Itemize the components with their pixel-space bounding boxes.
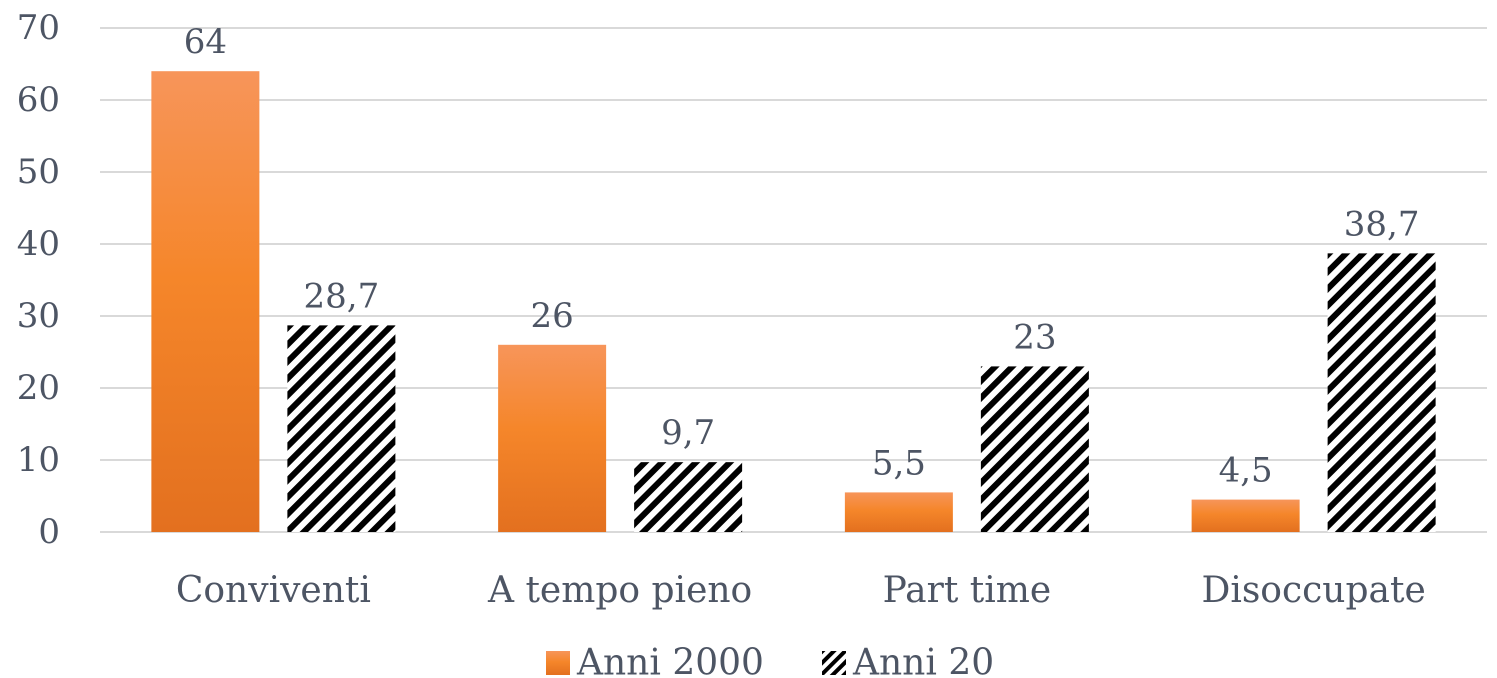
y-tick-label: 70 bbox=[17, 8, 60, 48]
y-tick-label: 60 bbox=[17, 80, 60, 120]
bar-anni-2000 bbox=[151, 71, 260, 532]
bar-anni-20 bbox=[1327, 253, 1436, 533]
data-label: 38,7 bbox=[1344, 204, 1420, 244]
x-category-label: Disoccupate bbox=[1201, 570, 1425, 611]
y-tick-label: 30 bbox=[17, 296, 60, 336]
bar-anni-20 bbox=[980, 366, 1089, 532]
y-tick-label: 40 bbox=[17, 224, 60, 264]
data-label: 28,7 bbox=[304, 276, 380, 316]
data-label: 4,5 bbox=[1219, 451, 1273, 491]
bar-anni-2000 bbox=[498, 344, 607, 532]
bars bbox=[151, 71, 1436, 533]
bar-anni-20 bbox=[287, 325, 396, 532]
bar-anni-20 bbox=[634, 462, 743, 532]
x-category-label: Part time bbox=[883, 570, 1052, 611]
data-label: 64 bbox=[184, 22, 227, 62]
data-label: 26 bbox=[530, 296, 573, 336]
x-axis-categories: Conviventi A tempo pieno Part time Disoccup… bbox=[176, 570, 1426, 611]
bar-anni-2000 bbox=[1191, 499, 1300, 532]
y-tick-label: 50 bbox=[17, 152, 60, 192]
y-tick-label: 20 bbox=[17, 368, 60, 408]
y-tick-label: 0 bbox=[38, 512, 60, 552]
legend-swatch-anni-2000 bbox=[546, 651, 570, 675]
data-label: 9,7 bbox=[661, 413, 715, 453]
x-category-label: A tempo pieno bbox=[487, 570, 752, 611]
y-tick-label: 10 bbox=[17, 440, 60, 480]
legend-swatch-anni-20 bbox=[822, 651, 846, 675]
data-labels: 64 28,7 26 9,7 5,5 23 4,5 38,7 bbox=[184, 22, 1420, 490]
data-label: 5,5 bbox=[872, 443, 926, 483]
legend: Anni 2000 Anni 20 bbox=[546, 643, 994, 678]
legend-label: Anni 20 bbox=[852, 643, 994, 678]
y-axis-ticks: 0 10 20 30 40 50 60 70 bbox=[17, 8, 60, 552]
legend-label: Anni 2000 bbox=[576, 643, 764, 678]
x-category-label: Conviventi bbox=[176, 570, 371, 611]
bar-anni-2000 bbox=[844, 492, 953, 532]
data-label: 23 bbox=[1013, 317, 1056, 357]
